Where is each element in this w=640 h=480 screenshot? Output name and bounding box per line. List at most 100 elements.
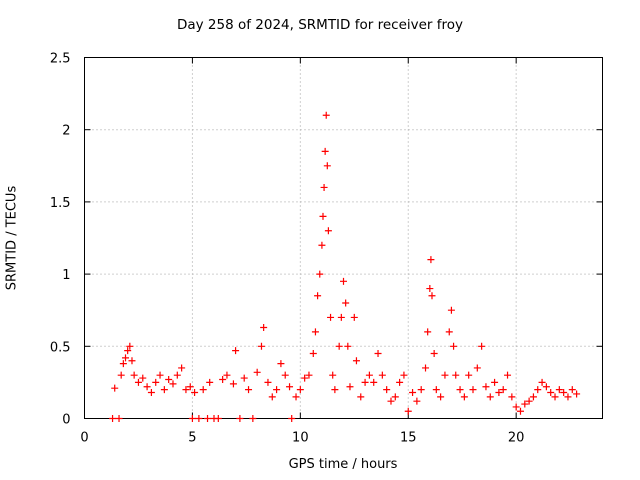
data-point-marker	[424, 328, 432, 336]
data-point-marker	[143, 383, 151, 391]
data-point-marker	[504, 371, 512, 379]
data-point-marker	[311, 328, 319, 336]
data-point-marker	[327, 313, 335, 321]
data-point-marker	[452, 371, 460, 379]
data-point-marker	[165, 376, 173, 384]
data-point-marker	[564, 393, 572, 401]
data-point-marker	[465, 371, 473, 379]
y-tick-label: 0.5	[50, 340, 71, 355]
data-point-marker	[495, 389, 503, 397]
data-point-marker	[122, 354, 130, 362]
data-point-marker	[478, 342, 486, 350]
data-point-marker	[314, 292, 322, 300]
data-point-marker	[186, 383, 194, 391]
data-point-marker	[521, 400, 529, 408]
data-point-marker	[124, 347, 132, 355]
data-point-marker	[529, 393, 537, 401]
points-layer	[109, 111, 581, 422]
data-point-marker	[119, 360, 127, 368]
data-point-marker	[286, 383, 294, 391]
y-tick-label: 1.5	[50, 196, 71, 211]
data-point-marker	[491, 378, 499, 386]
data-point-marker	[126, 342, 134, 350]
data-point-marker	[460, 393, 468, 401]
data-point-marker	[173, 371, 181, 379]
data-point-marker	[305, 371, 313, 379]
data-point-marker	[555, 386, 563, 394]
data-point-marker	[331, 386, 339, 394]
data-point-marker	[430, 350, 438, 358]
data-point-marker	[139, 374, 147, 382]
data-point-marker	[117, 371, 125, 379]
data-point-marker	[204, 415, 212, 422]
data-point-marker	[309, 350, 317, 358]
x-axis-label: GPS time / hours	[288, 457, 398, 472]
data-point-marker	[128, 357, 136, 365]
data-point-marker	[335, 342, 343, 350]
data-point-marker	[383, 386, 391, 394]
data-point-marker	[236, 415, 244, 422]
tick-layer: 0 0.5 1 1.5 2 2.5 0 5 10 15 20	[50, 52, 603, 446]
data-point-marker	[361, 378, 369, 386]
data-point-marker	[426, 285, 434, 293]
data-point-marker	[156, 371, 164, 379]
data-point-marker	[482, 383, 490, 391]
data-point-marker	[340, 277, 347, 285]
data-point-marker	[441, 371, 449, 379]
data-point-marker	[508, 393, 516, 401]
data-point-marker	[206, 378, 214, 386]
data-point-marker	[432, 386, 440, 394]
data-point-marker	[281, 371, 289, 379]
data-point-marker	[428, 292, 436, 300]
x-tick-label: 20	[508, 431, 525, 446]
data-point-marker	[324, 227, 332, 235]
x-tick-label: 15	[400, 431, 417, 446]
data-point-marker	[469, 386, 477, 394]
data-point-marker	[344, 342, 352, 350]
data-point-marker	[160, 386, 168, 394]
data-point-marker	[232, 347, 240, 355]
data-point-marker	[321, 147, 329, 155]
data-point-marker	[214, 415, 222, 422]
data-point-marker	[147, 389, 155, 397]
data-point-marker	[219, 376, 227, 384]
data-point-marker	[329, 371, 337, 379]
data-point-marker	[409, 389, 417, 397]
data-point-marker	[538, 378, 546, 386]
data-point-marker	[499, 386, 507, 394]
data-point-marker	[169, 380, 177, 388]
data-point-marker	[473, 364, 481, 372]
data-point-marker	[400, 371, 408, 379]
data-point-marker	[534, 386, 542, 394]
data-point-marker	[573, 390, 581, 398]
data-point-marker	[249, 415, 257, 422]
data-point-marker	[253, 368, 261, 376]
x-tick-label: 10	[292, 431, 309, 446]
data-point-marker	[152, 378, 160, 386]
data-point-marker	[195, 415, 203, 422]
data-point-marker	[178, 364, 186, 372]
grid-layer	[84, 57, 603, 419]
data-point-marker	[560, 389, 568, 397]
data-point-marker	[109, 415, 117, 422]
data-point-marker	[277, 360, 285, 368]
data-point-marker	[273, 386, 281, 394]
data-point-marker	[378, 371, 386, 379]
data-point-marker	[370, 378, 378, 386]
data-point-marker	[456, 386, 464, 394]
data-point-marker	[404, 407, 412, 415]
data-point-marker	[352, 357, 360, 365]
data-point-marker	[374, 350, 382, 358]
data-point-marker	[134, 378, 142, 386]
data-point-marker	[260, 324, 268, 332]
data-point-marker	[422, 364, 430, 372]
data-point-marker	[318, 241, 326, 249]
data-point-marker	[130, 371, 138, 379]
chart-title: Day 258 of 2024, SRMTID for receiver fro…	[176, 17, 464, 33]
data-point-marker	[445, 328, 453, 336]
data-point-marker	[437, 393, 445, 401]
data-point-marker	[188, 415, 196, 422]
data-point-marker	[115, 415, 123, 422]
data-point-marker	[387, 397, 395, 405]
data-point-marker	[447, 306, 455, 314]
